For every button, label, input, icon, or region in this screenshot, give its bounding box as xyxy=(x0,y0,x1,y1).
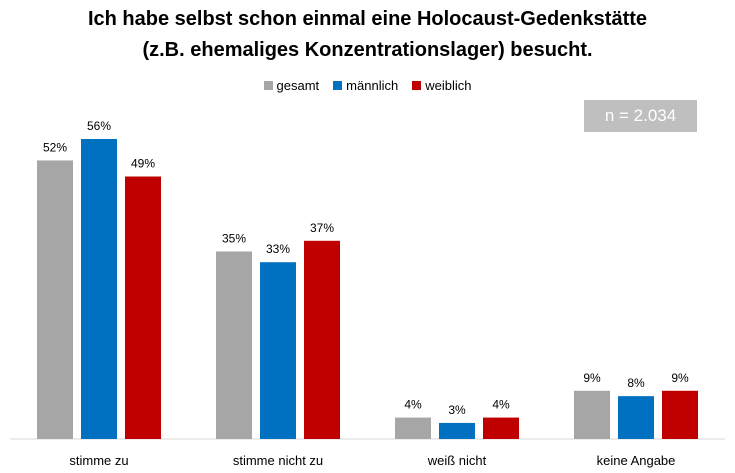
legend-item-weiblich: weiblich xyxy=(412,78,471,93)
bar-stimme-zu-maennlich xyxy=(81,139,117,439)
category-label-stimme-nicht-zu: stimme nicht zu xyxy=(233,453,323,468)
data-label-keine-angabe-weiblich: 9% xyxy=(671,371,689,385)
legend-label-weiblich: weiblich xyxy=(425,78,472,93)
legend-label-maennlich: männlich xyxy=(346,78,399,93)
legend-label-gesamt: gesamt xyxy=(276,78,320,93)
data-label-stimme-nicht-zu-weiblich: 37% xyxy=(310,221,334,235)
data-label-weiss-nicht-gesamt: 4% xyxy=(404,398,422,412)
data-label-keine-angabe-gesamt: 9% xyxy=(583,371,601,385)
sample-size-badge: n = 2.034 xyxy=(584,100,697,132)
legend-swatch-weiblich xyxy=(412,81,422,90)
category-label-weiss-nicht: weiß nicht xyxy=(427,453,487,468)
bar-stimme-nicht-zu-gesamt xyxy=(216,251,252,439)
bar-stimme-nicht-zu-weiblich xyxy=(304,240,340,439)
data-label-stimme-zu-weiblich: 49% xyxy=(131,157,155,171)
data-label-keine-angabe-maennlich: 8% xyxy=(627,376,645,390)
chart-title-line-2: (z.B. ehemaliges Konzentrationslager) be… xyxy=(142,39,593,61)
bar-stimme-zu-gesamt xyxy=(37,160,73,439)
data-label-stimme-zu-gesamt: 52% xyxy=(43,140,67,154)
bar-keine-angabe-weiblich xyxy=(662,390,698,439)
data-label-stimme-nicht-zu-gesamt: 35% xyxy=(222,232,246,246)
data-label-weiss-nicht-weiblich: 4% xyxy=(492,398,510,412)
legend-swatch-gesamt xyxy=(263,81,273,90)
data-label-weiss-nicht-maennlich: 3% xyxy=(448,403,466,417)
bar-keine-angabe-maennlich xyxy=(618,396,654,439)
category-label-stimme-zu: stimme zu xyxy=(69,453,128,468)
legend: gesamt männlich weiblich xyxy=(0,78,735,93)
legend-item-gesamt: gesamt xyxy=(263,78,320,93)
bar-weiss-nicht-maennlich xyxy=(439,422,475,439)
data-label-stimme-zu-maennlich: 56% xyxy=(87,119,111,133)
category-label-keine-angabe: keine Angabe xyxy=(597,453,676,468)
chart-title: Ich habe selbst schon einmal eine Holoca… xyxy=(0,4,735,66)
chart-title-line-1: Ich habe selbst schon einmal eine Holoca… xyxy=(87,8,648,30)
data-label-stimme-nicht-zu-maennlich: 33% xyxy=(266,242,290,256)
legend-item-maennlich: männlich xyxy=(333,78,398,93)
bar-keine-angabe-gesamt xyxy=(574,390,610,439)
bar-stimme-zu-weiblich xyxy=(125,176,161,439)
bar-weiss-nicht-gesamt xyxy=(395,417,431,439)
legend-swatch-maennlich xyxy=(333,81,343,90)
bar-stimme-nicht-zu-maennlich xyxy=(260,262,296,439)
bar-weiss-nicht-weiblich xyxy=(483,417,519,439)
